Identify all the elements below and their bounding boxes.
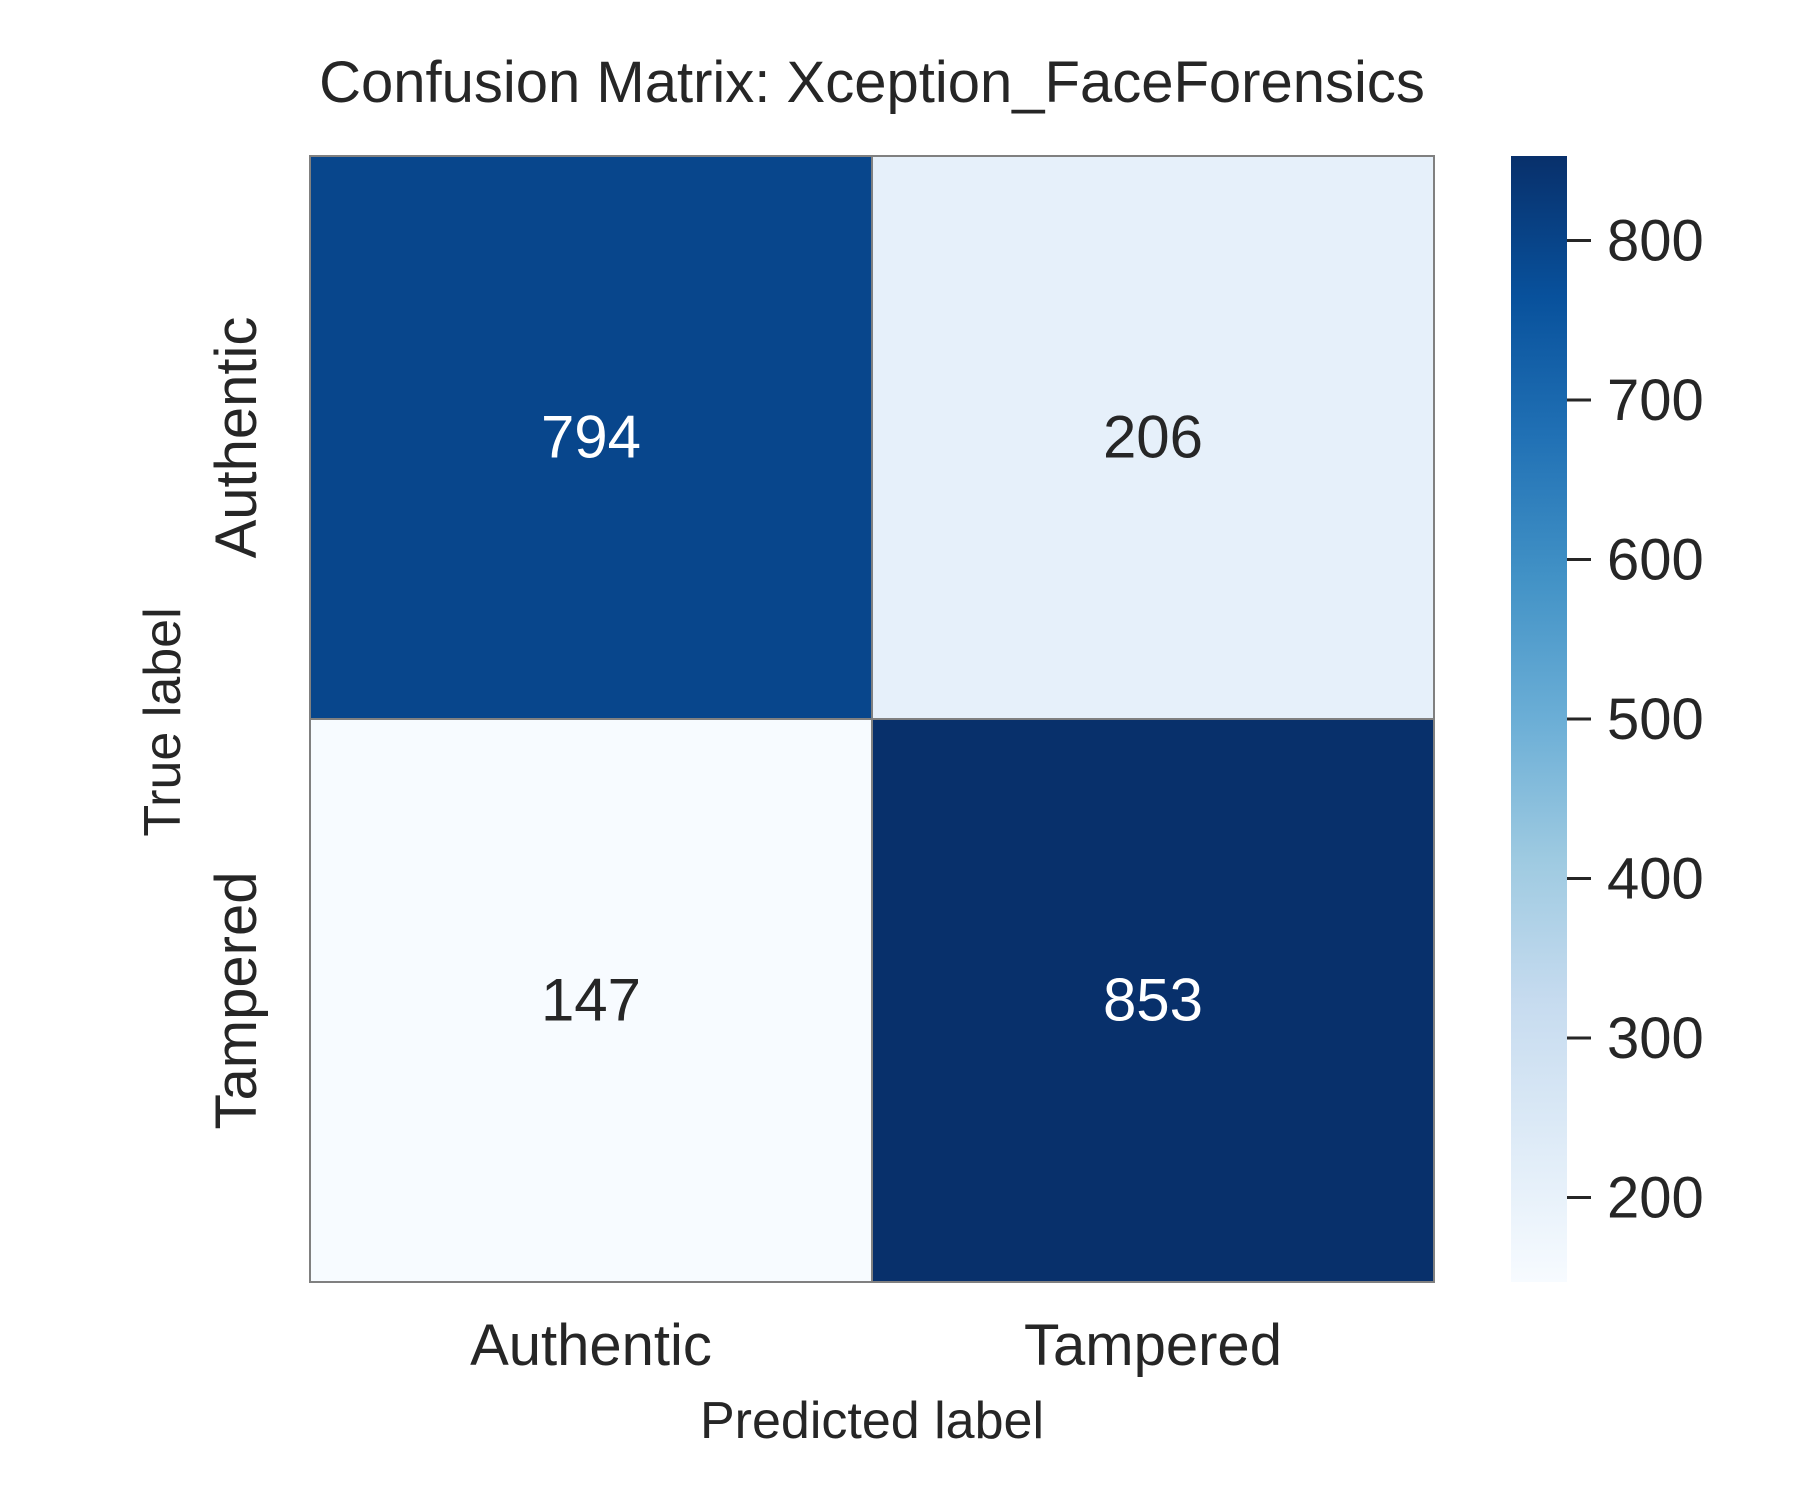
- heatmap-cells: [309, 155, 1435, 1283]
- colorbar-tick-label: 800: [1607, 209, 1704, 274]
- colorbar-tick-label: 600: [1607, 528, 1704, 593]
- chart-title: Confusion Matrix: Xception_FaceForensics: [319, 50, 1425, 115]
- y-tick-label: Authentic: [204, 317, 269, 559]
- x-tick-label: Tampered: [1024, 1313, 1282, 1378]
- colorbar-tick-label: 300: [1607, 1006, 1704, 1071]
- y-axis-label: True label: [134, 607, 192, 836]
- heatmap-cell-r1-c0: [309, 718, 873, 1283]
- colorbar-tick-label: 400: [1607, 846, 1704, 911]
- y-axis-ticks: Authentic Tampered: [204, 317, 269, 1130]
- cell-value-r0-c1: 206: [1103, 404, 1203, 471]
- x-tick-label: Authentic: [470, 1313, 712, 1378]
- colorbar-tick-label: 500: [1607, 687, 1704, 752]
- heatmap-cell-labels: 794 206 147 853: [541, 404, 1203, 1034]
- colorbar: [1511, 156, 1567, 1282]
- cell-value-r1-c1: 853: [1103, 967, 1203, 1034]
- colorbar-tick-label: 700: [1607, 368, 1704, 433]
- x-axis-label: Predicted label: [700, 1392, 1044, 1450]
- x-axis-ticks: Authentic Tampered: [470, 1313, 1282, 1378]
- cell-value-r1-c0: 147: [541, 967, 641, 1034]
- heatmap-cell-r0-c1: [871, 155, 1435, 720]
- colorbar-ticks: 200 300 400 500 600 700 800: [1567, 209, 1704, 1230]
- heatmap-cell-r1-c1: [871, 718, 1435, 1283]
- heatmap-cell-r0-c0: [309, 155, 873, 720]
- colorbar-tick-label: 200: [1607, 1165, 1704, 1230]
- y-tick-label: Tampered: [204, 872, 269, 1130]
- cell-value-r0-c0: 794: [541, 404, 641, 471]
